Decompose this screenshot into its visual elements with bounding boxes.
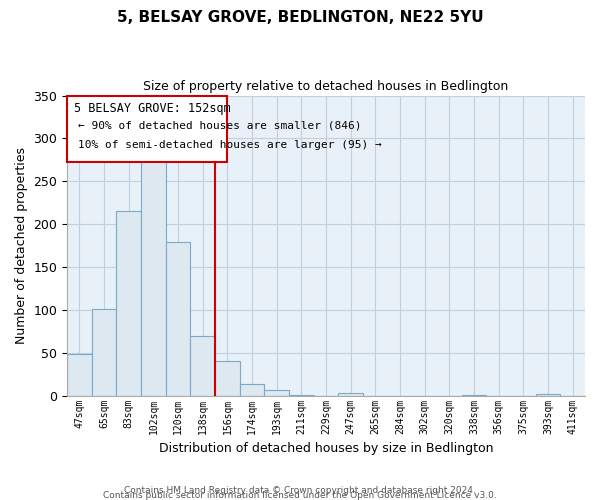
Bar <box>141 160 166 396</box>
Text: 5, BELSAY GROVE, BEDLINGTON, NE22 5YU: 5, BELSAY GROVE, BEDLINGTON, NE22 5YU <box>116 10 484 25</box>
Bar <box>462 395 487 396</box>
Bar <box>116 212 141 396</box>
Title: Size of property relative to detached houses in Bedlington: Size of property relative to detached ho… <box>143 80 509 93</box>
Text: ← 90% of detached houses are smaller (846): ← 90% of detached houses are smaller (84… <box>77 120 361 130</box>
Text: Contains HM Land Registry data © Crown copyright and database right 2024.: Contains HM Land Registry data © Crown c… <box>124 486 476 495</box>
Bar <box>289 395 314 396</box>
Bar <box>240 384 265 396</box>
Bar <box>92 309 116 396</box>
Y-axis label: Number of detached properties: Number of detached properties <box>15 147 28 344</box>
Bar <box>166 242 190 396</box>
FancyBboxPatch shape <box>67 96 227 162</box>
X-axis label: Distribution of detached houses by size in Bedlington: Distribution of detached houses by size … <box>159 442 493 455</box>
Bar <box>338 393 363 396</box>
Bar <box>190 336 215 396</box>
Text: 5 BELSAY GROVE: 152sqm: 5 BELSAY GROVE: 152sqm <box>74 102 231 114</box>
Bar <box>67 354 92 396</box>
Text: Contains public sector information licensed under the Open Government Licence v3: Contains public sector information licen… <box>103 491 497 500</box>
Text: 10% of semi-detached houses are larger (95) →: 10% of semi-detached houses are larger (… <box>77 140 381 150</box>
Bar <box>215 362 240 396</box>
Bar <box>265 390 289 396</box>
Bar <box>536 394 560 396</box>
